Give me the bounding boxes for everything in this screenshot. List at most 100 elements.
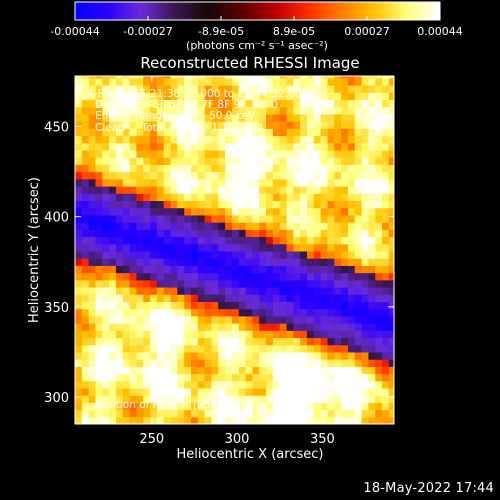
heatmap-cell xyxy=(341,308,349,317)
heatmap-cell xyxy=(266,380,274,389)
heatmap-cell xyxy=(156,272,165,281)
heatmap-cell xyxy=(272,323,281,331)
heatmap-cell xyxy=(334,366,342,375)
heatmap-cell xyxy=(129,142,138,151)
heatmap-cell xyxy=(75,171,83,180)
heatmap-cell xyxy=(163,222,172,230)
heatmap-cell xyxy=(300,308,308,317)
heatmap-cell xyxy=(245,236,254,245)
heatmap-cell xyxy=(341,121,349,129)
heatmap-cell xyxy=(156,402,165,411)
heatmap-cell xyxy=(115,366,124,375)
heatmap-cell xyxy=(184,323,192,331)
heatmap-cell xyxy=(95,351,103,360)
heatmap-cell xyxy=(361,178,370,187)
heatmap-cell xyxy=(259,193,267,202)
heatmap-cell xyxy=(313,351,322,360)
heatmap-cell xyxy=(225,229,233,238)
heatmap-cell xyxy=(163,301,172,310)
heatmap-cell xyxy=(81,142,90,151)
heatmap-cell xyxy=(156,149,165,158)
heatmap-cell xyxy=(238,294,247,302)
heatmap-cell xyxy=(259,121,267,129)
heatmap-cell xyxy=(375,344,383,353)
heatmap-cell xyxy=(238,308,247,317)
heatmap-cell xyxy=(156,395,165,403)
heatmap-cell xyxy=(231,229,240,238)
heatmap-cell xyxy=(313,243,322,252)
heatmap-cell xyxy=(293,366,301,375)
heatmap-cell xyxy=(156,185,165,194)
heatmap-cell xyxy=(225,359,233,367)
heatmap-cell xyxy=(197,149,206,158)
heatmap-cell xyxy=(245,76,254,79)
heatmap-cell xyxy=(307,366,315,375)
heatmap-cell xyxy=(170,373,178,382)
heatmap-cell xyxy=(136,149,144,158)
heatmap-cell xyxy=(129,330,138,339)
heatmap-cell xyxy=(259,200,267,209)
heatmap-cell xyxy=(197,135,206,144)
heatmap-cell xyxy=(122,250,131,259)
heatmap-cell xyxy=(327,164,335,173)
heatmap-cell xyxy=(320,157,329,165)
heatmap-cell xyxy=(293,106,301,115)
heatmap-cell xyxy=(88,229,97,238)
heatmap-cell xyxy=(368,351,376,360)
heatmap-cell xyxy=(204,113,213,122)
heatmap-cell xyxy=(286,243,294,252)
heatmap-cell xyxy=(231,344,240,353)
heatmap-cell xyxy=(334,265,342,274)
heatmap-cell xyxy=(225,85,233,93)
heatmap-cell xyxy=(347,272,356,281)
heatmap-cell xyxy=(191,135,199,144)
heatmap-cell xyxy=(388,286,394,295)
heatmap-cell xyxy=(307,76,315,79)
heatmap-cell xyxy=(115,85,124,93)
y-tick-label: 300 xyxy=(44,391,69,406)
heatmap-cell xyxy=(293,279,301,288)
heatmap-cell xyxy=(313,330,322,339)
y-tick-label: 450 xyxy=(44,120,69,135)
heatmap-cell xyxy=(382,76,390,79)
heatmap-cell xyxy=(129,178,138,187)
heatmap-cell xyxy=(361,85,370,93)
heatmap-cell xyxy=(231,258,240,266)
heatmap-cell xyxy=(122,222,131,230)
heatmap-cell xyxy=(136,243,144,252)
heatmap-cell xyxy=(150,236,158,245)
heatmap-cell xyxy=(115,250,124,259)
heatmap-cell xyxy=(231,157,240,165)
heatmap-cell xyxy=(334,128,342,137)
heatmap-cell xyxy=(238,315,247,324)
heatmap-cell xyxy=(300,315,308,324)
heatmap-cell xyxy=(136,279,144,288)
heatmap-cell xyxy=(259,236,267,245)
heatmap-cell xyxy=(388,121,394,129)
heatmap-cell xyxy=(156,330,165,339)
heatmap-cell xyxy=(170,351,178,360)
heatmap-cell xyxy=(320,272,329,281)
heatmap-cell xyxy=(252,387,260,396)
heatmap-cell xyxy=(368,207,376,216)
heatmap-cell xyxy=(136,178,144,187)
heatmap-cell xyxy=(136,294,144,302)
heatmap-cell xyxy=(211,409,219,418)
heatmap-cell xyxy=(300,222,308,230)
heatmap-cell xyxy=(252,171,260,180)
heatmap-cell xyxy=(368,301,376,310)
heatmap-cell xyxy=(341,113,349,122)
heatmap-cell xyxy=(129,229,138,238)
heatmap-cell xyxy=(327,200,335,209)
heatmap-cell xyxy=(75,113,83,122)
heatmap-cell xyxy=(95,323,103,331)
heatmap-cell xyxy=(129,294,138,302)
heatmap-cell xyxy=(341,323,349,331)
heatmap-cell xyxy=(341,214,349,223)
heatmap-cell xyxy=(320,373,329,382)
heatmap-cell xyxy=(170,113,178,122)
heatmap-cell xyxy=(184,76,192,79)
heatmap-cell xyxy=(266,149,274,158)
heatmap-cell xyxy=(75,402,83,411)
heatmap-cell xyxy=(95,359,103,367)
